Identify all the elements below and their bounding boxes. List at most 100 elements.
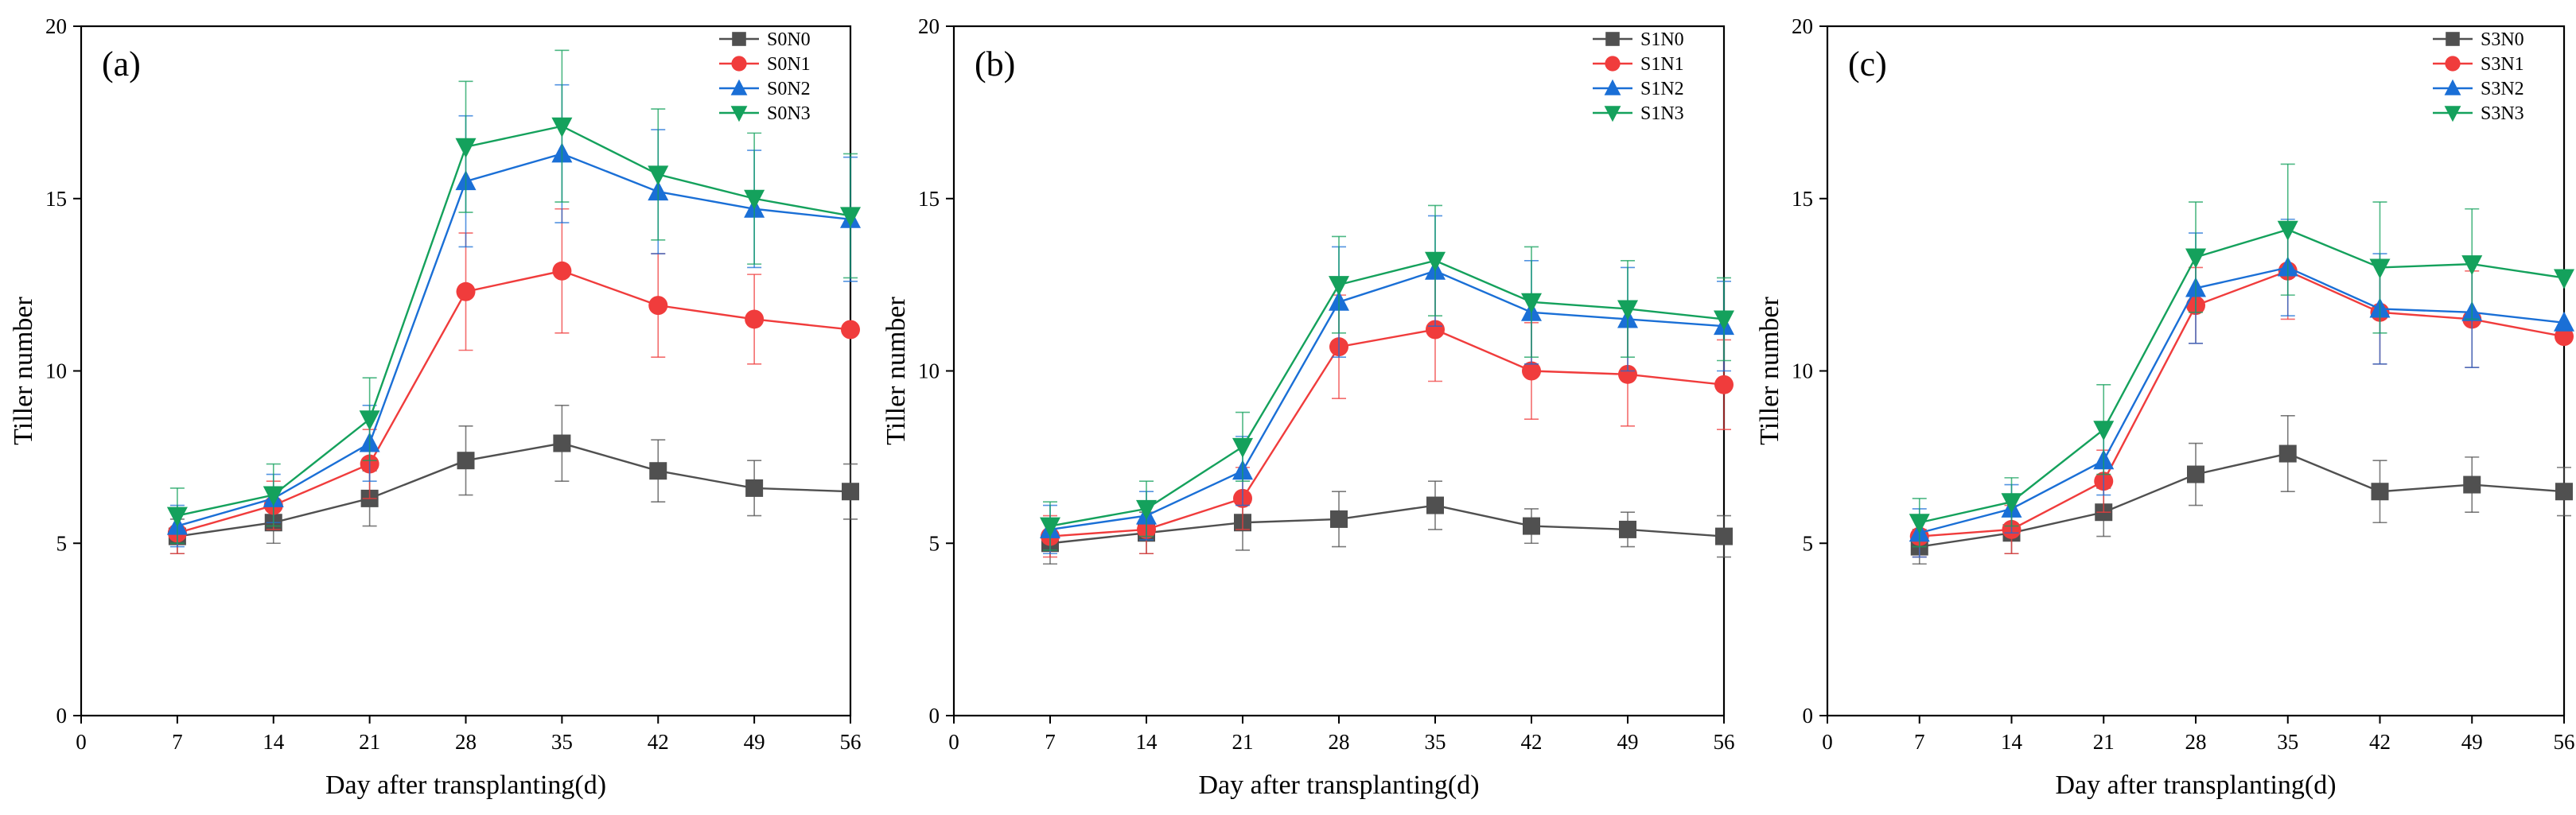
- y-axis-title: Tiller number: [881, 296, 911, 444]
- data-point: [745, 309, 765, 329]
- legend-marker: [731, 56, 747, 72]
- data-point: [840, 207, 861, 227]
- series-S0N0: [168, 405, 859, 555]
- x-tick-label: 7: [1914, 730, 1925, 754]
- x-tick-label: 28: [1329, 730, 1350, 754]
- panel-label: (b): [975, 45, 1015, 83]
- data-point: [1521, 293, 1542, 313]
- series-line: [1919, 270, 2565, 538]
- data-point: [744, 189, 765, 210]
- x-tick-label: 49: [2461, 730, 2483, 754]
- legend-marker: [1604, 106, 1621, 122]
- y-tick-label: 15: [45, 187, 67, 211]
- x-tick-label: 14: [1136, 730, 1158, 754]
- legend-marker: [730, 79, 748, 95]
- data-point: [1136, 499, 1157, 520]
- data-point: [1426, 496, 1444, 514]
- legend-marker: [2444, 106, 2461, 122]
- data-point: [2555, 327, 2574, 347]
- data-point: [1232, 437, 1253, 458]
- legend-label: S1N1: [1640, 54, 1684, 75]
- x-axis-title: Day after transplanting(d): [325, 770, 606, 800]
- legend-label: S3N2: [2481, 79, 2524, 99]
- data-point: [1619, 520, 1636, 538]
- x-tick-label: 49: [744, 730, 765, 754]
- legend-label: S0N2: [767, 79, 811, 99]
- data-point: [553, 434, 571, 452]
- data-point: [551, 117, 573, 138]
- data-point: [1714, 310, 1734, 331]
- data-point: [2554, 269, 2574, 289]
- x-tick-label: 7: [172, 730, 183, 754]
- legend-label: S3N1: [2481, 54, 2524, 75]
- series-S0N3: [166, 49, 861, 545]
- chart-panel-1: 0 7 14 21 28 35 42 49 56 0 5 10 15 20 Day after transp…: [9, 14, 862, 800]
- legend-label: S1N2: [1640, 79, 1684, 99]
- data-point: [648, 296, 668, 316]
- legend-label: S0N0: [767, 29, 811, 50]
- data-point: [2461, 255, 2483, 276]
- legend-label: S3N0: [2481, 29, 2524, 50]
- y-axis-title: Tiller number: [1755, 296, 1784, 444]
- data-point: [359, 410, 380, 431]
- x-axis-title: Day after transplanting(d): [2055, 770, 2336, 800]
- y-tick-label: 20: [1792, 14, 1813, 38]
- y-tick-label: 5: [1803, 531, 1814, 555]
- data-point: [1040, 517, 1060, 538]
- legend-label: S1N0: [1640, 29, 1684, 50]
- data-point: [552, 261, 572, 281]
- legend: S3N0 S3N1 S3N2 S3N3: [2433, 29, 2524, 124]
- series-S1N3: [1040, 204, 1734, 551]
- x-tick-label: 0: [76, 730, 87, 754]
- data-point: [2555, 483, 2573, 501]
- series-line: [1919, 228, 2565, 524]
- data-point: [1715, 527, 1733, 545]
- x-tick-label: 56: [840, 730, 862, 754]
- series-line: [1049, 328, 1725, 538]
- series-line: [1919, 266, 2565, 534]
- chart-panel-3: 0 7 14 21 28 35 42 49 56 0 5 10 15 20 Day after transp…: [1755, 14, 2575, 800]
- y-tick-label: 10: [1792, 359, 1813, 383]
- x-tick-label: 35: [551, 730, 573, 754]
- x-tick-label: 14: [2001, 730, 2023, 754]
- series-line: [1049, 504, 1725, 545]
- series-S3N0: [1910, 415, 2573, 565]
- data-point: [2463, 475, 2481, 494]
- data-point: [1617, 300, 1638, 320]
- data-point: [2187, 465, 2204, 483]
- data-point: [456, 281, 476, 301]
- x-tick-label: 35: [2277, 730, 2298, 754]
- data-point: [1909, 514, 1930, 534]
- legend-marker: [1605, 32, 1620, 46]
- x-tick-label: 21: [359, 730, 380, 754]
- x-tick-label: 49: [1617, 730, 1639, 754]
- data-point: [2277, 220, 2298, 241]
- chart-panel-2: 0 7 14 21 28 35 42 49 56 0 5 10 15 20 Day after transp…: [881, 14, 1735, 800]
- x-tick-label: 42: [2369, 730, 2391, 754]
- x-tick-label: 56: [2554, 730, 2575, 754]
- legend-marker: [2445, 56, 2461, 72]
- data-point: [841, 320, 860, 340]
- legend-label: S1N3: [1640, 103, 1684, 124]
- data-point: [1714, 375, 1734, 394]
- x-tick-label: 42: [1521, 730, 1543, 754]
- series-line: [177, 153, 851, 527]
- data-point: [2001, 493, 2022, 514]
- y-tick-label: 15: [918, 187, 940, 211]
- data-point: [2369, 258, 2391, 279]
- series-line: [177, 442, 851, 538]
- data-point: [1425, 251, 1446, 272]
- data-point: [2093, 421, 2115, 441]
- data-point: [2278, 444, 2297, 463]
- legend-label: S3N3: [2481, 103, 2524, 124]
- legend-marker: [732, 32, 746, 46]
- data-point: [1426, 320, 1445, 340]
- x-axis-title: Day after transplanting(d): [1198, 770, 1479, 800]
- x-tick-label: 56: [1714, 730, 1735, 754]
- panel-label: (a): [102, 45, 141, 83]
- data-point: [2554, 311, 2574, 332]
- data-point: [2371, 483, 2389, 501]
- y-tick-label: 0: [929, 704, 940, 728]
- data-point: [263, 486, 284, 506]
